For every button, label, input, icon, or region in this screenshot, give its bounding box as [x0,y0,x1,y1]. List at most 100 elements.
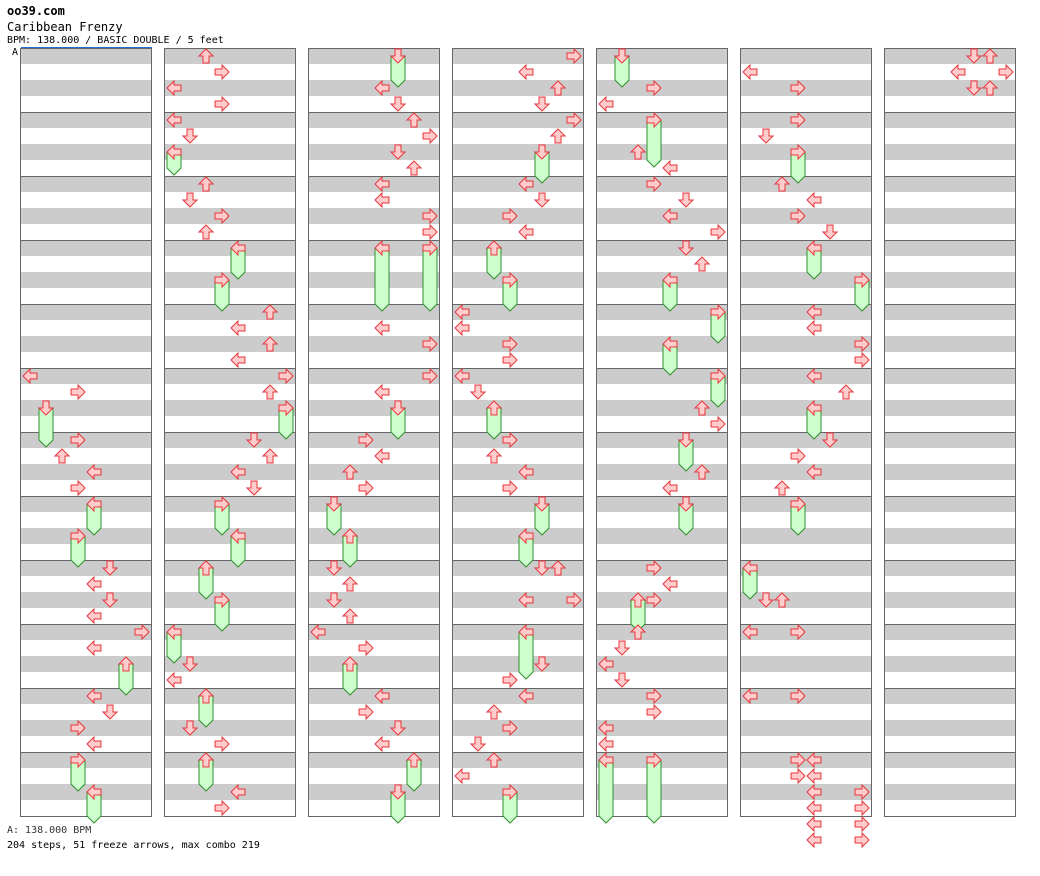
arrow-up-icon [981,80,999,96]
beat-stripe [740,688,872,704]
arrow-down-icon [821,432,839,448]
arrow-right-icon [358,639,374,657]
arrow-down-icon [325,592,343,608]
freeze-arrow-down-icon [677,496,695,512]
arrow-right-icon [566,47,582,65]
beat-stripe [596,144,728,160]
arrow-up-icon [549,560,567,576]
freeze-arrow-down-icon [533,144,551,160]
freeze-arrow-down-icon [389,784,407,800]
arrow-up-icon [341,608,359,624]
arrow-up-icon [629,624,647,640]
beat-stripe [596,560,728,576]
arrow-left-icon [598,735,614,753]
beat-stripe [308,464,440,480]
arrow-left-icon [806,367,822,385]
arrow-right-icon [278,367,294,385]
beat-stripe [20,720,152,736]
beat-stripe [596,656,728,672]
beat-stripe [308,592,440,608]
arrow-left-icon [662,207,678,225]
arrow-left-icon [454,319,470,337]
beat-stripe [452,48,584,64]
freeze-arrow-body [598,759,614,824]
freeze-arrow-up-icon [341,656,359,672]
beat-stripe [308,208,440,224]
beat-stripe [164,272,296,288]
freeze-arrow-left-icon [662,335,678,353]
arrow-left-icon [806,815,822,833]
beat-stripe [308,144,440,160]
arrow-right-icon [790,687,806,705]
beat-stripe [740,144,872,160]
beat-stripe [596,624,728,640]
arrow-up-icon [261,304,279,320]
arrow-left-icon [374,175,390,193]
arrow-left-icon [742,63,758,81]
beat-stripe [884,400,1016,416]
beat-stripe [452,720,584,736]
arrow-right-icon [790,447,806,465]
beat-stripe [20,176,152,192]
arrow-right-icon [790,111,806,129]
beat-stripe [884,48,1016,64]
beat-stripe [452,240,584,256]
arrow-left-icon [454,767,470,785]
beat-stripe [740,560,872,576]
beat-stripe [164,784,296,800]
beat-stripe [164,80,296,96]
arrow-right-icon [502,335,518,353]
arrow-right-icon [70,431,86,449]
arrow-up-icon [773,176,791,192]
beat-stripe [884,624,1016,640]
arrow-right-icon [422,335,438,353]
arrow-right-icon [710,415,726,433]
beat-stripe [20,784,152,800]
beat-stripe [20,80,152,96]
beat-stripe [308,656,440,672]
beat-stripe [164,240,296,256]
beat-stripe [596,496,728,512]
arrow-left-icon [950,63,966,81]
arrow-up-icon [261,336,279,352]
beat-stripe [308,272,440,288]
beat-stripe [20,240,152,256]
beat-stripe [164,144,296,160]
arrow-left-icon [806,831,822,849]
beat-stripe [452,80,584,96]
arrow-up-icon [485,704,503,720]
freeze-arrow-down-icon [37,400,55,416]
arrow-down-icon [469,384,487,400]
freeze-arrow-right-icon [710,303,726,321]
beat-stripe [596,176,728,192]
beat-stripe [884,720,1016,736]
arrow-left-icon [454,367,470,385]
beat-stripe [884,784,1016,800]
arrow-right-icon [358,431,374,449]
freeze-arrow-right-icon [646,111,662,129]
arrow-left-icon [518,63,534,81]
freeze-arrow-right-icon [70,527,86,545]
beat-stripe [884,368,1016,384]
arrow-up-icon [837,384,855,400]
footer-stats: 204 steps, 51 freeze arrows, max combo 2… [7,840,260,851]
arrow-up-icon [485,448,503,464]
beat-stripe [452,560,584,576]
measure-box [740,752,872,817]
beat-stripe [164,656,296,672]
arrow-right-icon [790,79,806,97]
freeze-arrow-left-icon [742,559,758,577]
beat-stripe [452,784,584,800]
beat-stripe [596,400,728,416]
arrow-right-icon [502,719,518,737]
arrow-right-icon [790,623,806,641]
beat-stripe [308,624,440,640]
beat-stripe [884,240,1016,256]
measure-box [884,752,1016,817]
arrow-down-icon [965,48,983,64]
arrow-up-icon [405,160,423,176]
beat-stripe [20,624,152,640]
beat-stripe [884,496,1016,512]
beat-stripe [20,336,152,352]
arrow-up-icon [773,592,791,608]
